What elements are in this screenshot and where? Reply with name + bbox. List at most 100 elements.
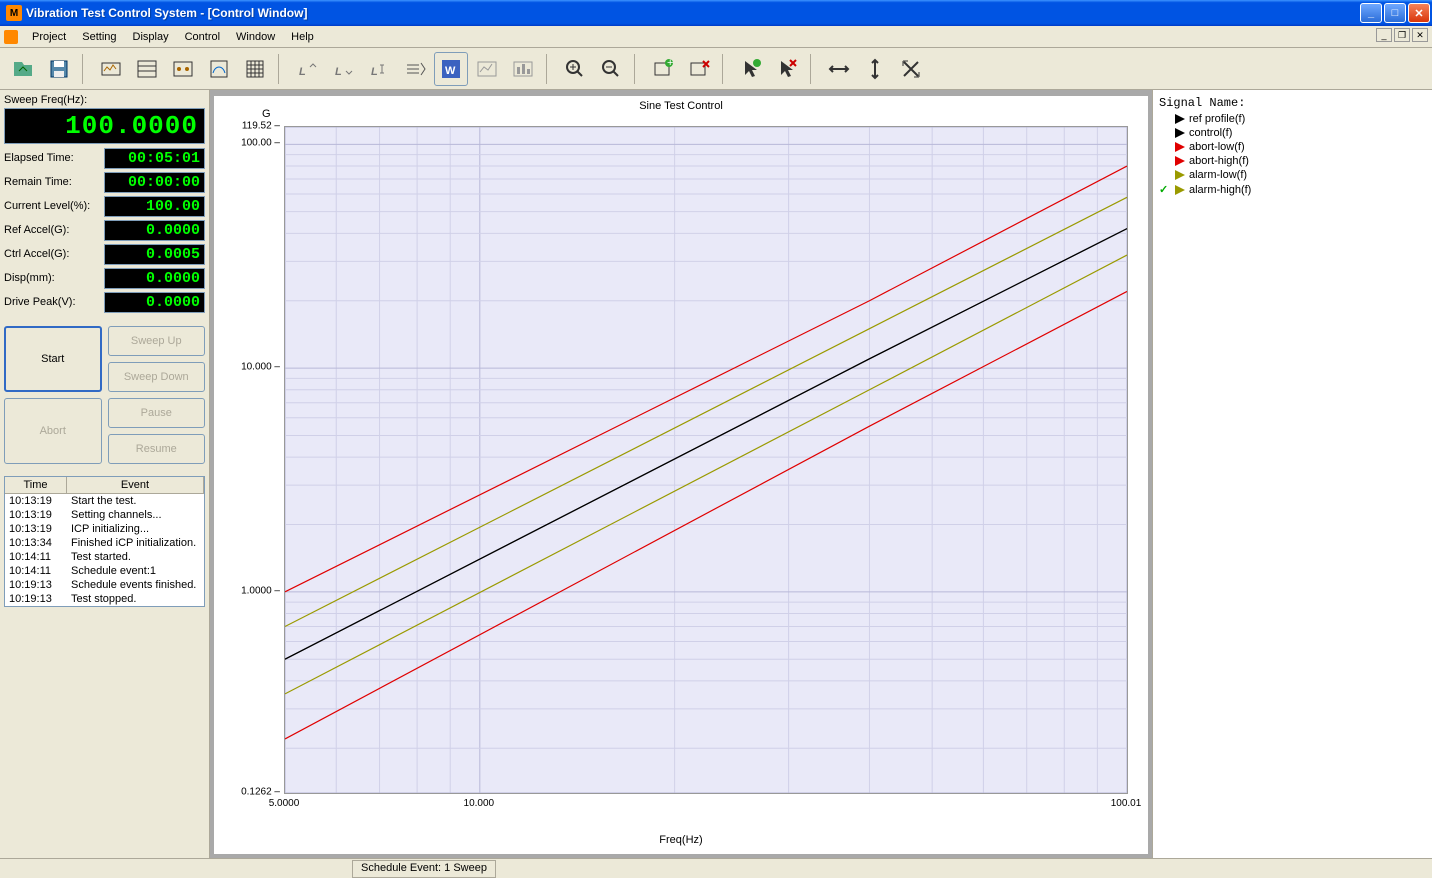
- sweep-icon[interactable]: [398, 52, 432, 86]
- maximize-button[interactable]: □: [1384, 3, 1406, 23]
- svg-text:+: +: [667, 57, 673, 69]
- signal-item[interactable]: ref profile(f): [1159, 112, 1426, 126]
- readout-label: Ref Accel(G):: [4, 224, 100, 236]
- svg-text:W: W: [445, 65, 456, 77]
- chart-container[interactable]: Sine Test Control G Freq(Hz) 119.52 –100…: [214, 96, 1148, 854]
- signal-item[interactable]: ✓alarm-high(f): [1159, 182, 1426, 197]
- app-icon: M: [6, 5, 22, 21]
- start-button[interactable]: Start: [4, 326, 102, 392]
- readout-value: 00:00:00: [104, 172, 205, 193]
- menu-display[interactable]: Display: [125, 28, 177, 46]
- event-row[interactable]: 10:13:19Start the test.: [5, 494, 204, 508]
- minimize-button[interactable]: _: [1360, 3, 1382, 23]
- close-button[interactable]: ✕: [1408, 3, 1430, 23]
- check-icon: ✓: [1159, 183, 1171, 196]
- sweep-up-button[interactable]: Sweep Up: [108, 326, 206, 356]
- menu-control[interactable]: Control: [177, 28, 228, 46]
- chart-plot[interactable]: [284, 126, 1128, 794]
- zoom-in-icon[interactable]: [558, 52, 592, 86]
- event-time: 10:13:34: [5, 537, 67, 549]
- cursor-add-icon[interactable]: [734, 52, 768, 86]
- tool-3-icon[interactable]: [166, 52, 200, 86]
- chart-y-label: G: [262, 108, 271, 120]
- mdi-restore-button[interactable]: ❐: [1394, 28, 1410, 42]
- event-row[interactable]: 10:13:34Finished iCP initialization.: [5, 536, 204, 550]
- signal-label: abort-low(f): [1189, 141, 1245, 153]
- event-row[interactable]: 10:19:13Test stopped.: [5, 592, 204, 606]
- word-icon[interactable]: W: [434, 52, 468, 86]
- readout-label: Drive Peak(V):: [4, 296, 100, 308]
- add-marker-icon[interactable]: +: [646, 52, 680, 86]
- zoom-out-icon[interactable]: [594, 52, 628, 86]
- y-tick: 10.000 –: [241, 362, 280, 373]
- chart-tool-1-icon[interactable]: [470, 52, 504, 86]
- sweep-down-button[interactable]: Sweep Down: [108, 362, 206, 392]
- signal-item[interactable]: alarm-low(f): [1159, 168, 1426, 182]
- signal-item[interactable]: control(f): [1159, 126, 1426, 140]
- sweep-freq-label: Sweep Freq(Hz):: [4, 94, 205, 106]
- toolbar: L L L W +: [0, 48, 1432, 90]
- menu-window[interactable]: Window: [228, 28, 283, 46]
- event-text: Setting channels...: [67, 509, 204, 521]
- signal-label: alarm-low(f): [1189, 169, 1247, 181]
- event-row[interactable]: 10:19:13Schedule events finished.: [5, 578, 204, 592]
- readout-row: Disp(mm):0.0000: [4, 266, 205, 290]
- event-time: 10:14:11: [5, 565, 67, 577]
- mdi-system-icon[interactable]: [4, 30, 18, 44]
- autoscale-x-icon[interactable]: [822, 52, 856, 86]
- menu-setting[interactable]: Setting: [74, 28, 124, 46]
- level-set-icon[interactable]: L: [362, 52, 396, 86]
- pause-button[interactable]: Pause: [108, 398, 206, 428]
- mdi-minimize-button[interactable]: _: [1376, 28, 1392, 42]
- x-tick: 5.0000: [269, 798, 300, 809]
- tool-4-icon[interactable]: [202, 52, 236, 86]
- svg-text:L: L: [335, 66, 342, 78]
- signal-panel: Signal Name: ref profile(f)control(f)abo…: [1152, 90, 1432, 858]
- readout-label: Disp(mm):: [4, 272, 100, 284]
- status-bar: Schedule Event: 1 Sweep: [0, 858, 1432, 878]
- window-title: Vibration Test Control System - [Control…: [26, 6, 1360, 20]
- mdi-close-button[interactable]: ✕: [1412, 28, 1428, 42]
- level-down-icon[interactable]: L: [326, 52, 360, 86]
- autoscale-xy-icon[interactable]: [894, 52, 928, 86]
- event-row[interactable]: 10:13:19Setting channels...: [5, 508, 204, 522]
- readout-row: Elapsed Time:00:05:01: [4, 146, 205, 170]
- event-log-time-header[interactable]: Time: [5, 477, 67, 493]
- event-text: Start the test.: [67, 495, 204, 507]
- chart-tool-2-icon[interactable]: [506, 52, 540, 86]
- y-tick: 100.00 –: [241, 138, 280, 149]
- status-text: Schedule Event: 1 Sweep: [352, 860, 496, 878]
- menu-project[interactable]: Project: [24, 28, 74, 46]
- menu-help[interactable]: Help: [283, 28, 322, 46]
- signal-item[interactable]: abort-high(f): [1159, 154, 1426, 168]
- tool-5-icon[interactable]: [238, 52, 272, 86]
- readout-value: 0.0000: [104, 220, 205, 241]
- cursor-remove-icon[interactable]: [770, 52, 804, 86]
- tool-2-icon[interactable]: [130, 52, 164, 86]
- readout-row: Ref Accel(G): 0.0000: [4, 218, 205, 242]
- triangle-icon: [1175, 156, 1185, 166]
- open-icon[interactable]: [6, 52, 40, 86]
- level-up-icon[interactable]: L: [290, 52, 324, 86]
- readout-value: 0.0005: [104, 244, 205, 265]
- triangle-icon: [1175, 142, 1185, 152]
- resume-button[interactable]: Resume: [108, 434, 206, 464]
- triangle-icon: [1175, 185, 1185, 195]
- event-time: 10:19:13: [5, 593, 67, 605]
- abort-button[interactable]: Abort: [4, 398, 102, 464]
- event-row[interactable]: 10:14:11Schedule event:1: [5, 564, 204, 578]
- event-log-event-header[interactable]: Event: [67, 477, 204, 493]
- save-icon[interactable]: [42, 52, 76, 86]
- signal-label: abort-high(f): [1189, 155, 1249, 167]
- signal-item[interactable]: abort-low(f): [1159, 140, 1426, 154]
- svg-text:L: L: [371, 66, 378, 78]
- tool-1-icon[interactable]: [94, 52, 128, 86]
- sweep-freq-value: 100.0000: [4, 108, 205, 144]
- chart-x-label: Freq(Hz): [659, 834, 702, 846]
- event-text: Finished iCP initialization.: [67, 537, 204, 549]
- autoscale-y-icon[interactable]: [858, 52, 892, 86]
- event-row[interactable]: 10:13:19ICP initializing...: [5, 522, 204, 536]
- y-tick: 119.52 –: [242, 121, 280, 132]
- event-row[interactable]: 10:14:11Test started.: [5, 550, 204, 564]
- remove-marker-icon[interactable]: [682, 52, 716, 86]
